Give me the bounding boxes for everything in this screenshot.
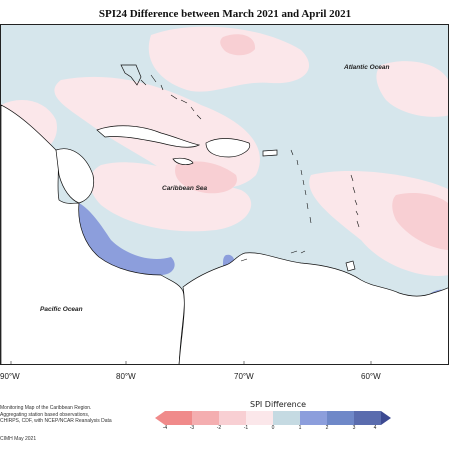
legend-swatch bbox=[192, 411, 219, 425]
patch-pink-hispaniola bbox=[175, 161, 237, 194]
legend-tick: 3 bbox=[352, 425, 356, 431]
land-puerto-rico bbox=[262, 149, 278, 157]
legend-swatch bbox=[327, 411, 354, 425]
land-jamaica bbox=[172, 157, 194, 165]
land bbox=[1, 64, 448, 364]
longitude-tick-label: 90°W bbox=[0, 372, 20, 381]
map-canvas bbox=[1, 26, 448, 364]
longitude-tick-label: 70°W bbox=[234, 372, 254, 381]
legend-colorbar bbox=[155, 411, 391, 425]
small-islands bbox=[140, 74, 360, 262]
land-south-america bbox=[178, 252, 448, 364]
legend-tick: 2 bbox=[325, 425, 329, 431]
label-atlantic-ocean: Atlantic Ocean bbox=[344, 64, 390, 71]
longitude-tick-label: 80°W bbox=[116, 372, 136, 381]
longitude-tick-label: 60°W bbox=[361, 372, 381, 381]
label-caribbean-sea: Caribbean Sea bbox=[162, 185, 208, 192]
legend-swatch bbox=[273, 411, 300, 425]
stronger-negative-patches bbox=[175, 34, 448, 250]
land-trinidad bbox=[345, 260, 356, 272]
map-title: SPI24 Difference between March 2021 and … bbox=[98, 8, 352, 20]
patch-atlantic-east bbox=[376, 61, 448, 117]
legend-arrow-right bbox=[381, 411, 391, 425]
credit-line: CHIRPS, CDF, with NCEP/NCAR Reanalysis D… bbox=[0, 418, 112, 424]
credit-line: Aggregating station based observations, bbox=[0, 411, 90, 418]
data-credit: Monitoring Map of the Caribbean Region. … bbox=[0, 405, 120, 425]
footer-credit: CIMH May 2021 bbox=[0, 436, 37, 442]
legend-tick: -3 bbox=[189, 425, 195, 431]
legend-arrow-left bbox=[155, 411, 165, 425]
legend-tick: -4 bbox=[162, 425, 168, 431]
land-hispaniola bbox=[205, 138, 251, 158]
credit-line: Monitoring Map of the Caribbean Region. bbox=[0, 405, 92, 411]
land-florida bbox=[120, 64, 142, 86]
legend-tick: 1 bbox=[298, 425, 302, 431]
label-pacific-ocean: Pacific Ocean bbox=[40, 306, 83, 313]
patch-pink-north bbox=[220, 34, 256, 56]
patch-gulf-north bbox=[148, 26, 310, 92]
legend-tick: -1 bbox=[243, 425, 249, 431]
patch-pink-east bbox=[392, 193, 448, 250]
land-cuba bbox=[96, 125, 201, 148]
legend-swatch bbox=[246, 411, 273, 425]
land-yucatan bbox=[55, 148, 95, 204]
patch-caribbean bbox=[89, 162, 252, 232]
legend-tick: 4 bbox=[373, 425, 377, 431]
axis-ticks bbox=[10, 361, 372, 364]
patch-blue-central-america bbox=[78, 203, 175, 275]
legend-tick: -2 bbox=[216, 425, 222, 431]
legend-tick: 0 bbox=[271, 425, 275, 431]
legend-swatch bbox=[165, 411, 192, 425]
legend-swatch bbox=[300, 411, 327, 425]
map-panel bbox=[0, 24, 449, 365]
legend-swatch bbox=[219, 411, 246, 425]
legend-title: SPI Difference bbox=[250, 400, 307, 409]
legend-swatch bbox=[354, 411, 381, 425]
